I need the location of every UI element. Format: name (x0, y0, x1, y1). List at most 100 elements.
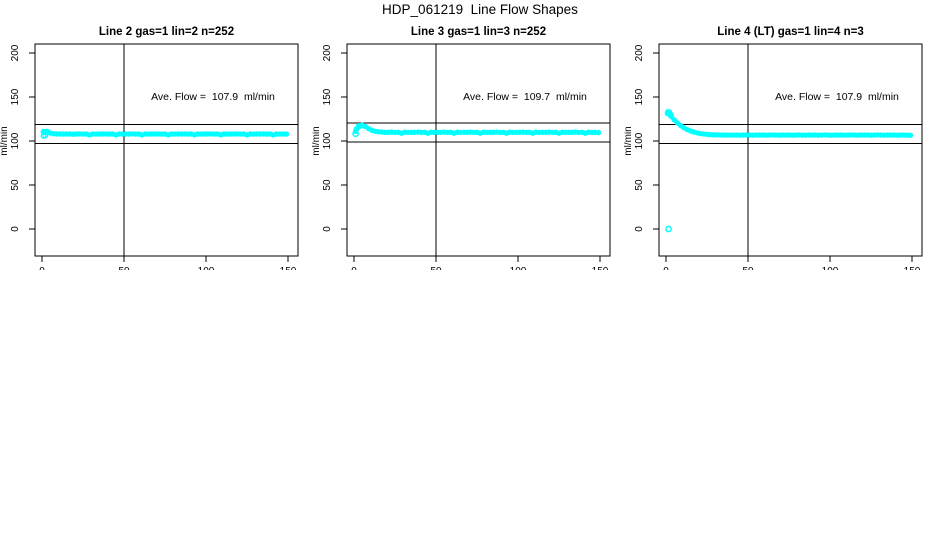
data-point (428, 129, 434, 135)
data-point (257, 131, 263, 137)
data-point (152, 131, 158, 137)
data-point (99, 131, 106, 137)
data-point (454, 129, 460, 135)
data-point (858, 132, 864, 138)
data-point (523, 129, 529, 136)
data-point (832, 132, 838, 138)
data-point (904, 132, 910, 138)
data-point (54, 131, 60, 137)
data-point (415, 129, 421, 135)
data-point (753, 132, 759, 138)
data-point (828, 132, 835, 138)
data-point (769, 132, 776, 138)
data-point (503, 130, 510, 136)
y-tick-label: 0 (322, 226, 333, 232)
data-point (119, 131, 126, 137)
data-point (234, 131, 240, 137)
data-point (172, 131, 178, 137)
data-point (185, 131, 191, 137)
data-point (707, 131, 714, 138)
data-point (162, 131, 168, 137)
data-point (796, 132, 802, 138)
data-point (168, 131, 175, 137)
data-point (763, 132, 769, 138)
data-point (848, 132, 854, 138)
data-point (881, 132, 887, 138)
data-point (129, 131, 135, 137)
data-point (392, 129, 398, 136)
data-point (566, 129, 572, 135)
data-point (113, 132, 119, 138)
data-point (240, 131, 247, 137)
data-point (208, 131, 214, 137)
data-point (510, 129, 516, 136)
y-tick-label: 150 (322, 88, 333, 105)
data-point (175, 131, 181, 137)
data-point (116, 131, 122, 137)
data-point (842, 132, 848, 138)
data-point (359, 122, 366, 129)
data-point (411, 129, 418, 135)
data-point (792, 132, 799, 138)
data-point (717, 132, 723, 138)
plot-box (658, 43, 923, 257)
data-point (283, 131, 290, 137)
data-point (398, 130, 405, 136)
data-point (868, 132, 874, 138)
data-point (536, 129, 542, 136)
data-point (227, 131, 234, 137)
data-point (582, 130, 588, 136)
data-point (799, 132, 805, 138)
data-point (585, 129, 592, 135)
data-point (874, 132, 881, 138)
data-point (158, 131, 165, 137)
data-point (355, 123, 362, 129)
data-point (50, 130, 57, 137)
y-tick-label: 100 (634, 132, 645, 149)
data-point (595, 129, 602, 136)
data-point (691, 129, 697, 135)
data-point (819, 132, 825, 138)
data-point (270, 132, 276, 138)
flow-band (353, 123, 601, 136)
data-point (671, 117, 677, 123)
data-point (746, 132, 753, 138)
data-point (211, 131, 217, 137)
data-point (221, 131, 227, 137)
data-point (579, 129, 585, 135)
data-point (507, 129, 513, 135)
data-point (756, 132, 763, 138)
data-point (155, 131, 162, 137)
data-point (526, 129, 533, 135)
data-point (552, 129, 559, 135)
data-point (740, 132, 746, 138)
data-point (493, 129, 500, 135)
data-point (395, 129, 402, 135)
data-point (901, 132, 907, 138)
data-point (782, 132, 789, 138)
data-point (572, 129, 579, 135)
data-point (864, 132, 871, 138)
data-point (559, 129, 565, 135)
data-point (480, 129, 487, 135)
data-point (457, 129, 464, 136)
data-point (431, 129, 438, 136)
data-point (766, 132, 772, 138)
data-point (825, 132, 832, 138)
data-point (438, 129, 444, 135)
ave-flow-annotation: Ave. Flow = 107.9 ml/min (151, 91, 275, 103)
y-tick-label: 150 (634, 88, 645, 105)
data-point (60, 131, 67, 137)
data-point (855, 132, 861, 138)
data-point (484, 129, 490, 136)
data-point (434, 129, 441, 135)
data-point (418, 129, 424, 136)
data-point (195, 131, 201, 137)
data-point (408, 129, 415, 135)
data-point (861, 132, 868, 138)
data-point (730, 132, 736, 138)
